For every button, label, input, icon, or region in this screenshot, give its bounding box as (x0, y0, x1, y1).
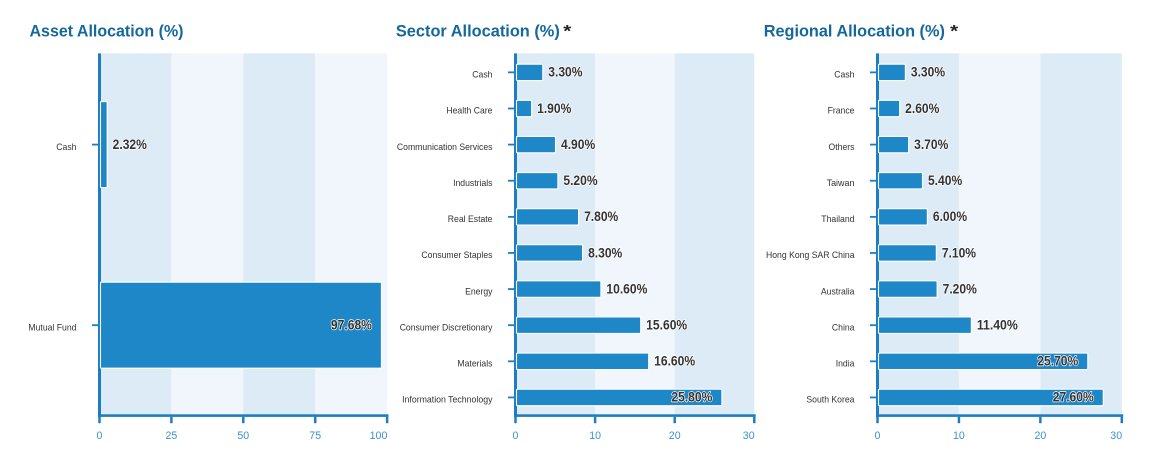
svg-text:3.30%: 3.30% (911, 64, 945, 80)
svg-text:Hong Kong SAR China: Hong Kong SAR China (766, 250, 855, 260)
svg-text:8.30%: 8.30% (588, 244, 622, 260)
svg-text:Real Estate: Real Estate (448, 214, 493, 224)
svg-text:China: China (832, 322, 855, 332)
svg-text:France: France (828, 106, 855, 116)
svg-text:5.20%: 5.20% (563, 172, 597, 188)
svg-text:Health Care: Health Care (446, 106, 492, 116)
svg-text:10: 10 (589, 430, 601, 442)
svg-text:20: 20 (669, 430, 681, 442)
svg-text:100: 100 (370, 430, 388, 442)
svg-text:Thailand: Thailand (821, 214, 854, 224)
svg-text:25.70%: 25.70% (1037, 353, 1078, 369)
svg-text:5.40%: 5.40% (928, 172, 962, 188)
svg-text:3.70%: 3.70% (914, 136, 948, 152)
svg-text:Cash: Cash (472, 70, 492, 80)
svg-text:97.68%: 97.68% (331, 317, 372, 333)
svg-text:Information Technology: Information Technology (402, 395, 493, 405)
svg-text:Mutual Fund: Mutual Fund (28, 322, 76, 332)
svg-text:10: 10 (953, 430, 965, 442)
svg-text:Communication Services: Communication Services (397, 142, 493, 152)
svg-text:11.40%: 11.40% (977, 317, 1018, 333)
svg-text:7.20%: 7.20% (943, 280, 977, 296)
svg-text:10.60%: 10.60% (606, 280, 647, 296)
svg-text:Taiwan: Taiwan (827, 178, 855, 188)
svg-text:6.00%: 6.00% (933, 208, 967, 224)
svg-text:25.80%: 25.80% (671, 389, 712, 405)
svg-text:15.60%: 15.60% (646, 317, 687, 333)
svg-text:*: * (563, 22, 571, 41)
svg-text:30: 30 (743, 430, 755, 442)
svg-text:Regional Allocation (%): Regional Allocation (%) (764, 22, 945, 41)
svg-text:4.90%: 4.90% (561, 136, 595, 152)
svg-text:India: India (836, 359, 856, 369)
svg-text:7.10%: 7.10% (942, 244, 976, 260)
svg-text:0: 0 (97, 430, 103, 442)
svg-text:2.32%: 2.32% (113, 136, 147, 152)
svg-text:27.60%: 27.60% (1053, 389, 1094, 405)
svg-text:30: 30 (1110, 430, 1122, 442)
svg-text:Consumer Discretionary: Consumer Discretionary (400, 322, 493, 332)
svg-text:Sector Allocation (%): Sector Allocation (%) (396, 22, 560, 41)
svg-text:Consumer Staples: Consumer Staples (421, 250, 492, 260)
svg-text:0: 0 (513, 430, 519, 442)
svg-text:South Korea: South Korea (806, 395, 855, 405)
svg-text:20: 20 (1035, 430, 1047, 442)
svg-text:7.80%: 7.80% (584, 208, 618, 224)
svg-text:25: 25 (166, 430, 178, 442)
svg-text:0: 0 (875, 430, 881, 442)
svg-text:Asset Allocation (%): Asset Allocation (%) (30, 22, 184, 41)
svg-text:16.60%: 16.60% (654, 353, 695, 369)
svg-text:1.90%: 1.90% (537, 100, 571, 116)
svg-text:Energy: Energy (465, 286, 493, 296)
svg-text:Cash: Cash (834, 70, 854, 80)
svg-text:Cash: Cash (56, 142, 76, 152)
svg-text:2.60%: 2.60% (905, 100, 939, 116)
svg-text:75: 75 (309, 430, 321, 442)
svg-text:50: 50 (237, 430, 249, 442)
svg-text:Industrials: Industrials (453, 178, 493, 188)
svg-text:3.30%: 3.30% (548, 64, 582, 80)
svg-text:Australia: Australia (821, 286, 855, 296)
svg-text:Materials: Materials (457, 359, 492, 369)
svg-text:*: * (950, 22, 958, 41)
svg-text:Others: Others (829, 142, 855, 152)
